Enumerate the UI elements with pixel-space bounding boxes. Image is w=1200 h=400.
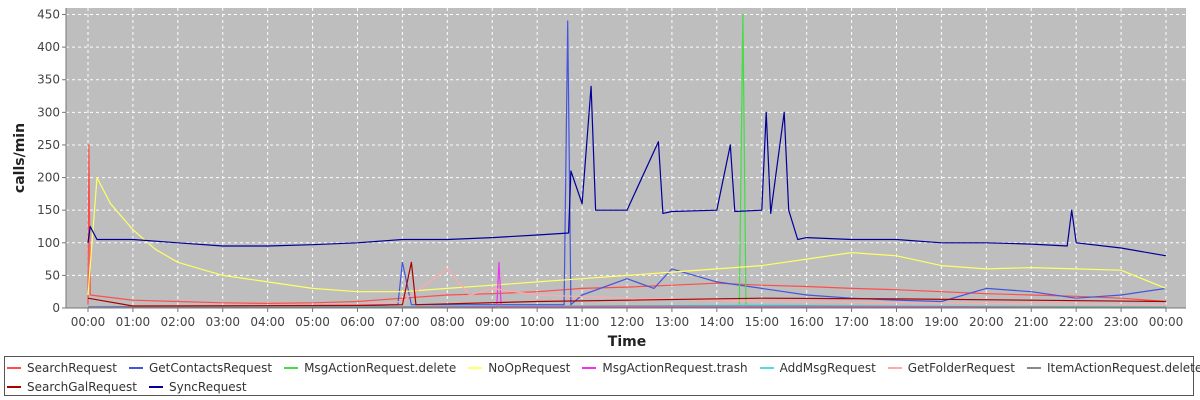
legend-item-msgactionrequest-delete: MsgActionRequest.delete [284, 361, 456, 375]
x-tick-label: 11:00 [565, 315, 600, 329]
series-line-getcontactsrequest [87, 20, 1167, 308]
x-tick-label: 10:00 [520, 315, 555, 329]
legend-item-getcontactsrequest: GetContactsRequest [128, 360, 273, 375]
legend-item-addmsgrequest: AddMsgRequest [759, 360, 876, 375]
series-line-syncrequest [87, 85, 1167, 257]
x-tick-label: 01:00 [116, 315, 151, 329]
x-tick-label: 20:00 [969, 315, 1004, 329]
legend-swatch [284, 366, 299, 369]
legend-item-msgactionrequest-trash: MsgActionRequest.trash [582, 360, 748, 375]
y-tick-label: 250 [37, 138, 60, 152]
x-tick-label: 13:00 [655, 315, 690, 329]
x-tick-label: 07:00 [385, 315, 420, 329]
legend-item-nooprequest: NoOpRequest [468, 361, 570, 375]
legend-label: SearchRequest [27, 360, 117, 375]
line-chart: 0 50 100 150 200 250 300 350 400 450 00:00 01:00 02:… [12, 8, 1186, 350]
x-tick-label: 05:00 [295, 315, 330, 329]
legend-swatch [7, 385, 21, 388]
x-tick-label: 00:00 [71, 315, 106, 329]
y-tick-label: 400 [37, 40, 60, 54]
axes: 0 50 100 150 200 250 300 350 400 450 00:00 01:00 02:… [37, 8, 1186, 329]
legend-label: SearchGalRequest [27, 379, 137, 394]
legend-label: NoOpRequest [488, 360, 571, 375]
y-tick-label: 350 [37, 73, 60, 87]
legend-swatch [759, 366, 774, 369]
legend-item-getfolderrequest: GetFolderRequest [887, 360, 1015, 375]
x-tick-label: 15:00 [744, 315, 779, 329]
legend-row: SearchGalRequest SyncRequest [7, 377, 259, 396]
series-line-itemactionrequest-delete [87, 305, 1167, 308]
x-tick-label: 21:00 [1014, 315, 1049, 329]
legend-label: GetContactsRequest [148, 360, 273, 375]
x-tick-label: 02:00 [161, 315, 196, 329]
legend-label: ItemActionRequest.delete [1047, 360, 1200, 375]
legend-swatch [582, 366, 597, 369]
series-lines [87, 13, 1167, 308]
x-tick-label: 14:00 [700, 315, 735, 329]
legend-item-searchgalrequest: SearchGalRequest [7, 380, 137, 394]
y-tick-label: 100 [37, 236, 60, 250]
x-tick-label: 16:00 [789, 315, 824, 329]
legend-label: GetFolderRequest [907, 360, 1015, 375]
legend-label: SyncRequest [168, 379, 247, 394]
legend-label: MsgActionRequest.delete [304, 360, 457, 375]
y-tick-label: 0 [52, 301, 60, 315]
x-tick-label: 06:00 [340, 315, 375, 329]
x-tick-label: 17:00 [834, 315, 869, 329]
legend-label: AddMsgRequest [779, 360, 876, 375]
series-line-searchgalrequest [87, 261, 1167, 307]
y-tick-label: 200 [37, 171, 60, 185]
x-tick-label: 04:00 [250, 315, 285, 329]
legend-row: SearchRequest GetContactsRequest MsgAction… [7, 358, 1200, 377]
x-tick-label: 09:00 [475, 315, 510, 329]
legend-swatch [887, 366, 902, 369]
plot-area [66, 8, 1186, 308]
x-tick-label: 23:00 [1104, 315, 1139, 329]
legend-swatch [1027, 366, 1041, 369]
legend: SearchRequest GetContactsRequest MsgAction… [4, 356, 1200, 396]
y-tick-label: 150 [37, 203, 60, 217]
y-tick-label: 50 [45, 268, 60, 282]
x-axis-title: Time [608, 334, 646, 350]
legend-swatch [7, 366, 21, 369]
x-tick-label: 22:00 [1059, 315, 1094, 329]
x-tick-label: 18:00 [879, 315, 914, 329]
x-tick-label: 03:00 [205, 315, 240, 329]
x-tick-label: 12:00 [610, 315, 645, 329]
legend-item-itemactionrequest-delete: ItemActionRequest.delete [1027, 361, 1200, 375]
x-tick-label: 08:00 [430, 315, 465, 329]
legend-swatch [128, 366, 143, 369]
x-tick-label: 19:00 [924, 315, 959, 329]
legend-swatch [148, 385, 163, 388]
series-line-nooprequest [87, 177, 1167, 296]
y-tick-label: 450 [37, 8, 60, 22]
legend-label: MsgActionRequest.trash [602, 360, 748, 375]
y-tick-label: 300 [37, 105, 60, 119]
grid [66, 8, 1186, 309]
legend-swatch [468, 366, 483, 369]
legend-item-searchrequest: SearchRequest [7, 361, 117, 375]
y-axis-title: calls/min [12, 123, 28, 193]
x-tick-label: 00:00 [1149, 315, 1184, 329]
legend-item-syncrequest: SyncRequest [148, 379, 247, 394]
